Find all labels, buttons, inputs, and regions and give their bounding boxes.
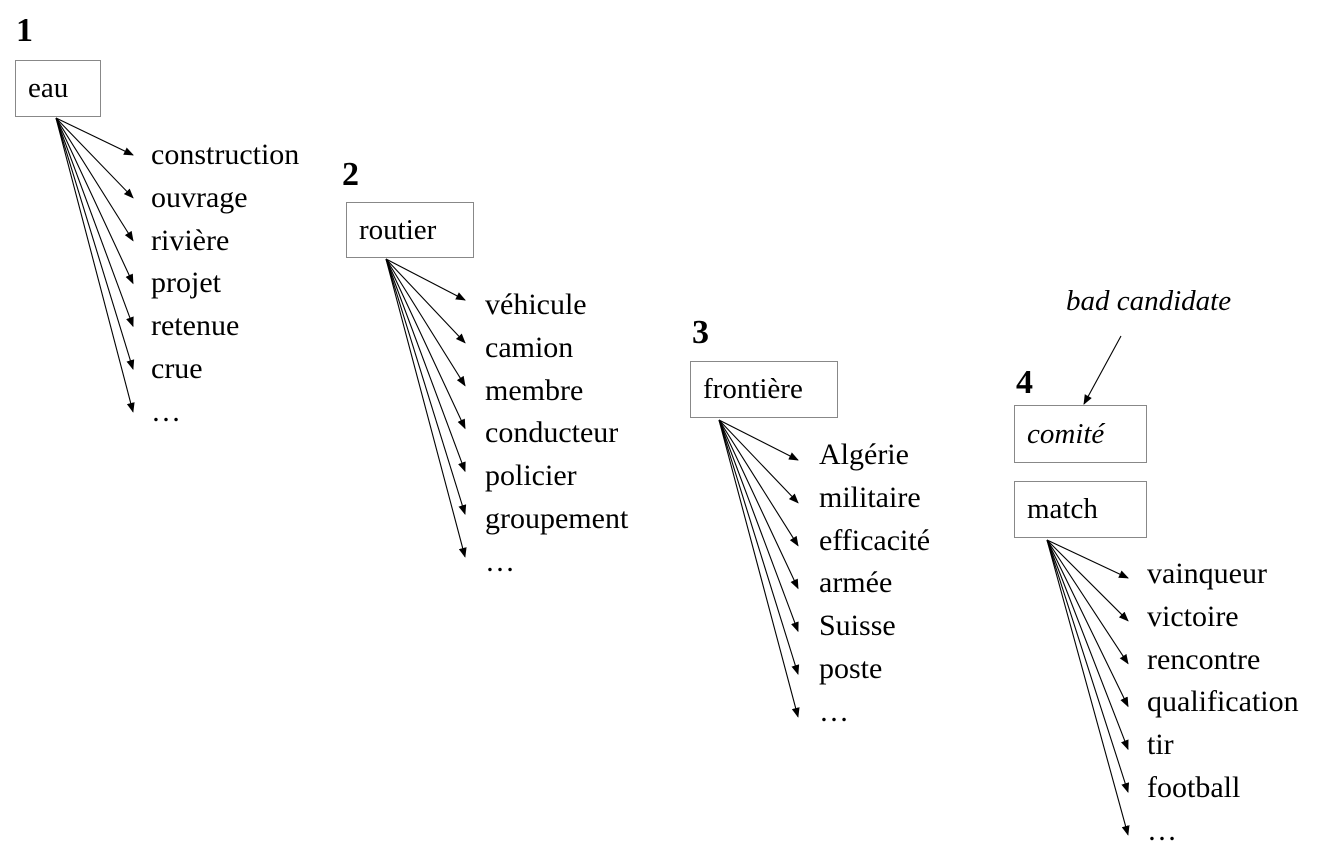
group-1-seed-box: eau (15, 60, 101, 117)
group-1-related-word: ouvrage (151, 180, 248, 214)
group-2-arrow (385, 258, 467, 515)
group-3-arrow (718, 419, 799, 461)
group-1-arrow (55, 117, 134, 242)
group-2-related-word: membre (485, 373, 584, 407)
group-3-related-word: Algérie (819, 438, 909, 471)
group-1-related-ellipsis: … (151, 394, 181, 428)
group-2-related-word: camion (485, 330, 574, 364)
group-3-seed-box: frontière (690, 361, 838, 418)
group-3-arrow (718, 419, 800, 718)
bad-candidate-arrow (1083, 335, 1122, 405)
group-4-arrow (1046, 539, 1130, 793)
group-3-arrow (718, 419, 799, 547)
group-2-arrow (385, 258, 466, 473)
group-3-number: 3 (692, 314, 709, 351)
group-1-related-word: construction (151, 138, 300, 171)
group-4-seed-box: match (1014, 481, 1147, 538)
group-3-related-word: poste (819, 651, 883, 685)
group-3-related-word: armée (819, 566, 893, 600)
group-2-arrow (385, 258, 466, 387)
group-1-arrow (55, 117, 135, 413)
group-4-related-word: qualification (1147, 685, 1299, 719)
group-4-candidate-box: comité (1014, 405, 1147, 463)
group-3-related-word: efficacité (819, 523, 931, 557)
group-1-related-word: retenue (151, 309, 240, 343)
group-3-arrow (718, 419, 800, 675)
group-4-related-word: vainqueur (1147, 557, 1267, 590)
group-1-number: 1 (16, 12, 33, 49)
group-4-related-ellipsis: … (1147, 813, 1177, 847)
group-2-related-word: conducteur (485, 416, 619, 450)
group-1-arrow (55, 117, 135, 370)
group-1-arrow (55, 117, 134, 285)
group-4-arrow (1046, 539, 1130, 836)
group-4-related-word: football (1147, 770, 1241, 804)
group-2-related-list: véhicule camion membre conducteur polici… (485, 284, 628, 584)
group-2-related-ellipsis: … (485, 544, 515, 578)
group-4-related-list: vainqueur victoire rencontre qualificati… (1147, 553, 1299, 853)
group-4-arrow (1046, 539, 1129, 708)
group-1-related-list: construction ouvrage rivière projet rete… (151, 134, 299, 434)
group-3-related-word: militaire (819, 480, 921, 514)
bad-candidate-annotation: bad candidate (1066, 285, 1232, 317)
group-3-related-ellipsis: … (819, 694, 849, 728)
group-2-arrow (385, 258, 466, 344)
group-3-arrow (718, 419, 799, 590)
group-4-arrow (1046, 539, 1129, 579)
group-1-arrow (55, 117, 134, 328)
group-3-related-word: Suisse (819, 609, 896, 643)
group-4-arrow (1046, 539, 1129, 751)
group-1-arrow (55, 117, 134, 199)
group-1-related-word: rivière (151, 223, 230, 257)
group-1-related-word: projet (151, 266, 221, 300)
group-1-related-word: crue (151, 351, 203, 385)
group-4-arrow (1046, 539, 1129, 665)
group-2-arrow (385, 258, 466, 301)
group-2-related-word: policier (485, 459, 577, 493)
group-2-arrow (385, 258, 467, 558)
group-4-number: 4 (1016, 364, 1033, 401)
group-2-number: 2 (342, 156, 359, 193)
group-2-related-word: groupement (485, 501, 629, 535)
group-3-arrow (718, 419, 799, 504)
group-2-arrow (385, 258, 466, 430)
group-4-related-word: tir (1147, 728, 1174, 762)
group-4-related-word: victoire (1147, 599, 1239, 633)
group-2-seed-box: routier (346, 202, 474, 258)
group-3-arrow (718, 419, 799, 633)
group-1-arrow (55, 117, 134, 156)
group-2-related-word: véhicule (485, 288, 587, 321)
group-4-related-word: rencontre (1147, 642, 1261, 676)
group-3-related-list: Algérie militaire efficacité armée Suiss… (819, 434, 930, 734)
group-4-arrow (1046, 539, 1129, 622)
